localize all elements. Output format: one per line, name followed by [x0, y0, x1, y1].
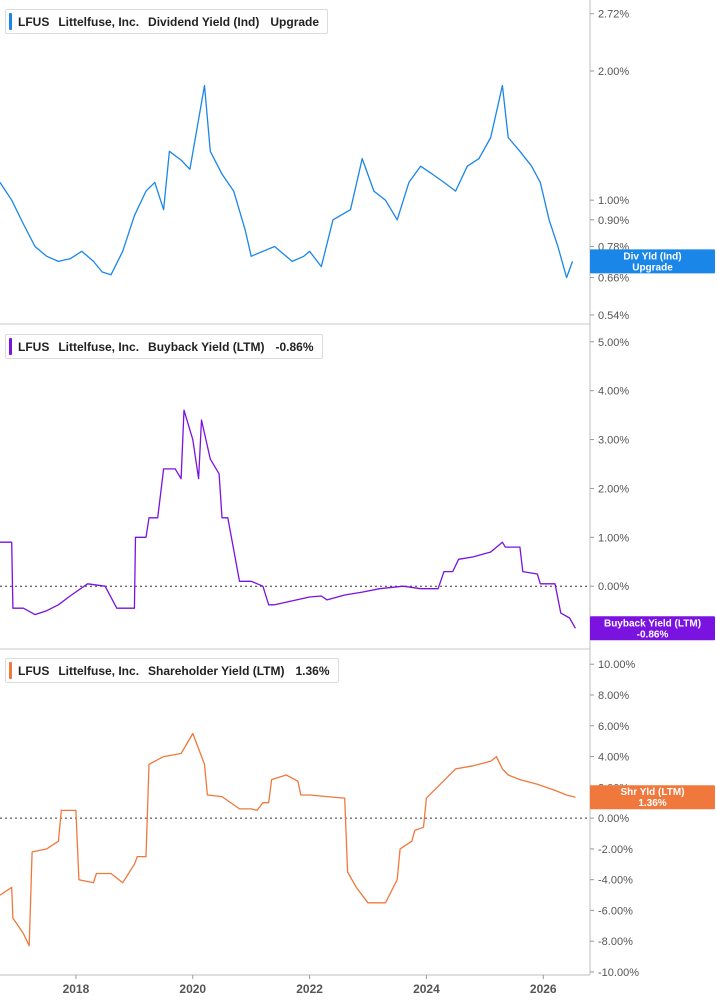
legend-ticker: LFUS: [18, 339, 50, 354]
legend-shareholder-yield[interactable]: LFUS Littelfuse, Inc. Shareholder Yield …: [5, 658, 339, 683]
y-tick-label: 6.00%: [598, 721, 629, 733]
y-tick-label: -8.00%: [598, 936, 633, 948]
x-tick-label: 2018: [63, 982, 90, 996]
y-tick-label: 3.00%: [598, 435, 629, 447]
y-tick-label: -10.00%: [598, 967, 639, 979]
last-value-badge: [590, 249, 715, 274]
series-color-swatch: [9, 338, 12, 355]
x-tick-label: 2024: [413, 982, 440, 996]
legend-buyback-yield[interactable]: LFUS Littelfuse, Inc. Buyback Yield (LTM…: [5, 334, 323, 359]
y-tick-label: 4.00%: [598, 386, 629, 398]
legend-metric: Shareholder Yield (LTM): [148, 663, 285, 678]
y-tick-label: 5.00%: [598, 337, 629, 349]
y-tick-label: 2.00%: [598, 483, 629, 495]
series-line: [0, 84, 574, 279]
legend-value: -0.86%: [275, 339, 314, 354]
y-tick-label: 2.72%: [598, 9, 629, 21]
last-value-badge: [590, 785, 715, 810]
legend-value: Upgrade: [270, 14, 320, 29]
y-tick-label: -4.00%: [598, 875, 633, 887]
legend-value: 1.36%: [295, 663, 330, 678]
badge-title: Shr Yld (LTM): [620, 787, 684, 798]
legend-company: Littelfuse, Inc.: [58, 339, 140, 354]
x-tick-label: 2022: [296, 982, 323, 996]
legend-metric: Buyback Yield (LTM): [148, 339, 265, 354]
y-tick-label: 0.66%: [598, 273, 629, 285]
badge-title: Buyback Yield (LTM): [604, 618, 701, 629]
badge-value: 1.36%: [638, 798, 666, 809]
y-tick-label: 8.00%: [598, 690, 629, 702]
y-tick-label: 2.00%: [598, 66, 629, 78]
legend-ticker: LFUS: [18, 663, 50, 678]
y-tick-label: 0.00%: [598, 813, 629, 825]
series-color-swatch: [9, 13, 12, 30]
y-tick-label: 0.90%: [598, 215, 629, 227]
last-value-badge: [590, 616, 715, 641]
badge-value: -0.86%: [637, 629, 669, 640]
y-tick-label: 10.00%: [598, 659, 636, 671]
legend-company: Littelfuse, Inc.: [58, 663, 140, 678]
y-tick-label: 4.00%: [598, 752, 629, 764]
series-line: [0, 409, 576, 629]
x-tick-label: 2026: [530, 982, 557, 996]
legend-company: Littelfuse, Inc.: [58, 14, 140, 29]
x-tick-label: 2020: [179, 982, 206, 996]
series-line: [0, 732, 576, 947]
y-tick-label: -6.00%: [598, 905, 633, 917]
badge-value: Upgrade: [632, 262, 673, 273]
y-tick-label: -2.00%: [598, 844, 633, 856]
legend-metric: Dividend Yield (Ind): [148, 14, 260, 29]
y-tick-label: 0.54%: [598, 310, 629, 322]
legend-dividend-yield[interactable]: LFUS Littelfuse, Inc. Dividend Yield (In…: [5, 9, 329, 34]
y-tick-label: 1.00%: [598, 532, 629, 544]
legend-ticker: LFUS: [18, 14, 50, 29]
series-color-swatch: [9, 662, 12, 679]
badge-title: Div Yld (Ind): [623, 251, 681, 262]
y-tick-label: 0.00%: [598, 581, 629, 593]
y-tick-label: 1.00%: [598, 195, 629, 207]
